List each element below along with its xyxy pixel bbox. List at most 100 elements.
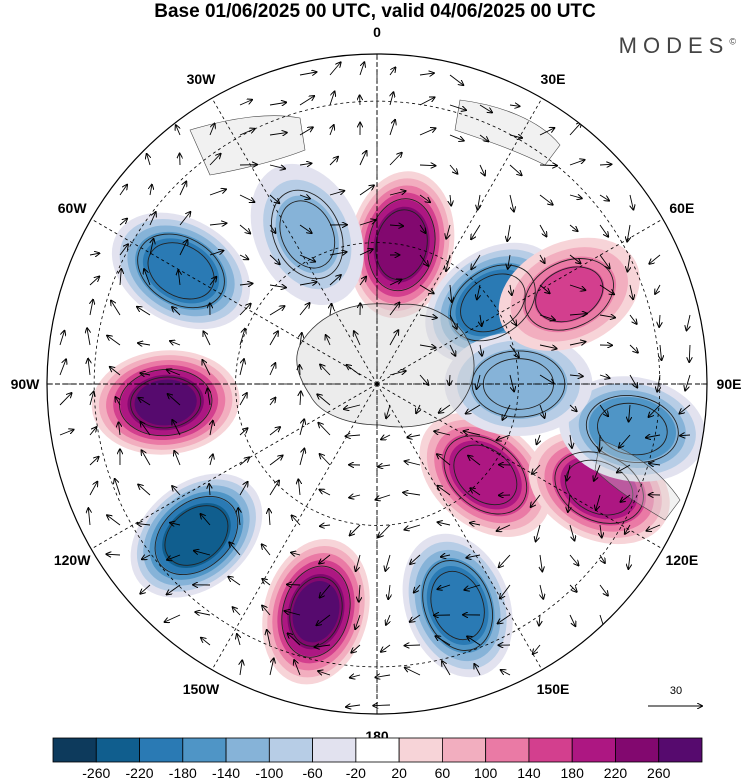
wind-arrow	[419, 194, 430, 202]
wind-arrow	[599, 284, 614, 294]
wind-arrow	[115, 479, 121, 496]
wind-arrow	[299, 419, 304, 436]
colorbar-swatch	[441, 737, 487, 763]
brand-mark: ©	[729, 36, 736, 47]
wind-arrow	[120, 269, 121, 286]
wind-arrow	[627, 254, 630, 271]
wind-arrow	[299, 254, 315, 262]
wind-arrow	[209, 484, 210, 496]
wind-arrow	[359, 151, 366, 166]
colorbar-tick-label: -140	[212, 765, 240, 781]
wind-arrow	[107, 515, 121, 526]
wind-arrow	[405, 524, 421, 530]
wind-arrow	[318, 671, 331, 675]
meridian-line	[376, 383, 543, 670]
wind-arrow	[419, 224, 425, 233]
wind-arrow	[599, 404, 608, 416]
wind-arrow	[389, 120, 395, 136]
wind-arrow	[570, 434, 572, 448]
wind-arrow	[346, 705, 361, 707]
wind-arrow	[373, 705, 391, 706]
wind-arrow	[207, 389, 210, 406]
map-title: Base 01/06/2025 00 UTC, valid 04/06/2025…	[154, 1, 596, 22]
wind-arrow	[165, 614, 181, 622]
wind-arrow	[329, 191, 344, 196]
wind-arrow	[386, 404, 391, 418]
wind-arrow	[269, 164, 285, 169]
longitude-label-0: 0	[373, 24, 381, 40]
wind-arrow	[346, 365, 361, 376]
wind-arrow	[389, 371, 406, 376]
wind-arrow	[359, 220, 376, 226]
wind-arrow	[405, 461, 421, 466]
wind-arrow	[539, 344, 557, 349]
wind-arrow	[539, 194, 553, 205]
wind-arrow	[567, 464, 570, 480]
wind-arrow	[315, 645, 331, 647]
wind-arrow	[687, 314, 690, 330]
wind-arrow	[569, 524, 574, 540]
wind-arrow	[107, 336, 121, 346]
wind-arrow	[450, 284, 452, 302]
wind-arrow	[507, 224, 510, 241]
wind-arrow	[195, 612, 211, 615]
wind-arrow	[228, 577, 241, 586]
wind-arrow	[170, 523, 181, 525]
wind-arrow	[569, 160, 585, 166]
wind-arrow	[390, 92, 393, 106]
wind-arrow	[414, 584, 421, 592]
wind-arrow	[179, 240, 187, 256]
wind-arrow	[437, 486, 451, 496]
wind-arrow	[359, 249, 373, 256]
wind-arrow	[138, 343, 151, 345]
contour-line	[453, 444, 518, 506]
wind-arrow	[90, 392, 94, 406]
wind-arrow	[326, 335, 331, 346]
colorbar-swatch	[398, 737, 443, 763]
wind-arrow	[480, 344, 482, 356]
wind-arrow	[388, 584, 390, 599]
wind-arrow	[269, 102, 286, 105]
wind-arrow	[410, 614, 421, 622]
wind-arrow	[356, 554, 361, 571]
wind-arrow	[466, 404, 481, 414]
wind-arrow	[599, 194, 609, 201]
wind-arrow	[599, 554, 605, 563]
wind-arrow	[501, 670, 511, 676]
wind-arrow	[209, 124, 215, 136]
wind-arrow	[299, 303, 310, 316]
colorbar-tick-label: -100	[255, 765, 283, 781]
contour-line	[289, 576, 343, 647]
colorbar: -260 -220 -180 -140 -100 -60 -20 20 60 100 140 180 2…	[52, 737, 703, 781]
wind-arrow	[629, 404, 630, 422]
wind-arrow	[359, 584, 360, 602]
wind-arrow	[179, 182, 186, 196]
wind-arrow	[355, 614, 361, 629]
wind-arrow	[646, 524, 661, 531]
colorbar-swatch	[52, 737, 97, 763]
wind-arrow	[349, 495, 361, 498]
wind-arrow	[89, 457, 99, 466]
wind-arrow	[500, 584, 511, 598]
wind-arrow	[288, 633, 301, 646]
wind-arrow	[386, 614, 390, 625]
wind-arrow	[329, 62, 341, 76]
wind-arrow	[150, 185, 152, 196]
wind-arrow	[649, 254, 661, 264]
wind-arrow	[449, 374, 450, 385]
wind-arrow	[539, 404, 545, 418]
wind-arrow	[240, 660, 242, 676]
wind-arrow	[59, 359, 66, 376]
wind-arrow	[629, 314, 637, 324]
wind-arrow	[655, 284, 661, 294]
wind-arrow	[378, 524, 391, 537]
wind-arrow	[87, 328, 90, 346]
wind-arrow	[470, 488, 481, 496]
wind-arrow	[385, 554, 391, 571]
wind-arrow	[569, 342, 585, 345]
colorbar-swatch	[615, 737, 660, 763]
wind-arrow	[419, 254, 428, 266]
wind-arrow	[285, 611, 301, 616]
wind-arrow	[89, 482, 97, 496]
